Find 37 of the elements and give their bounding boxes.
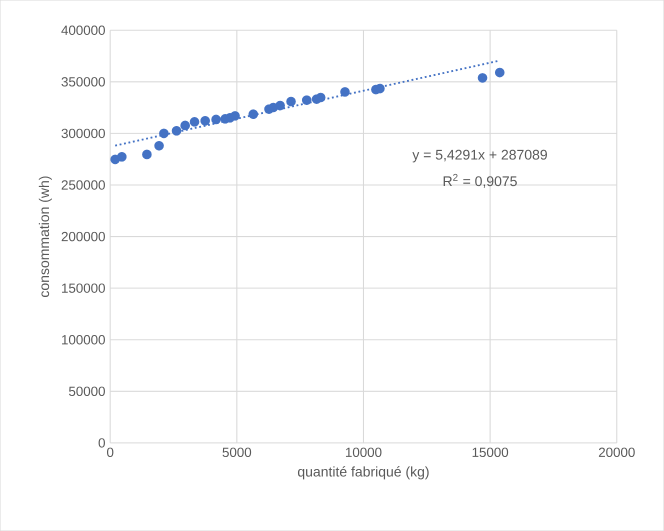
point (211, 114, 221, 124)
x-axis-title: quantité fabriqué (kg) (298, 466, 429, 480)
annotation: R$^{2}$ = 0,9075 (444, 174, 517, 188)
x-tick-label: 15000 (472, 448, 508, 457)
point (200, 116, 210, 126)
y-tick-label: 150000 (62, 283, 105, 293)
y-tick-label: 0 (98, 438, 105, 448)
y-tick-label: 250000 (62, 180, 105, 190)
y-tick-label: 350000 (62, 77, 105, 86)
y-axis-title: consommation (wh) (38, 176, 52, 297)
y-tick-label: 300000 (62, 128, 105, 138)
point (230, 111, 240, 121)
point (142, 150, 152, 160)
point (286, 96, 296, 106)
x-tick-label: 20000 (598, 448, 635, 457)
point (375, 84, 385, 94)
point (154, 140, 164, 151)
y-tick-label: 50000 (68, 386, 105, 396)
y-tick-label: 400000 (61, 25, 105, 35)
annotation: y = 5,4291x + 287089 (412, 150, 547, 162)
point (172, 126, 182, 136)
point (478, 73, 488, 83)
point (180, 120, 190, 130)
point (275, 100, 285, 110)
y-tick-label: 200000 (62, 232, 105, 242)
point (190, 117, 200, 127)
x-tick-label: 5000 (222, 448, 252, 457)
x-tick-label: 10000 (346, 448, 382, 457)
x-tick-label: 0 (107, 448, 114, 457)
point (159, 128, 169, 138)
y-tick-label: 100000 (62, 334, 105, 344)
point (302, 95, 312, 105)
point (494, 68, 505, 78)
point (117, 152, 127, 162)
point (340, 87, 350, 97)
point (316, 92, 326, 102)
point (248, 109, 258, 119)
